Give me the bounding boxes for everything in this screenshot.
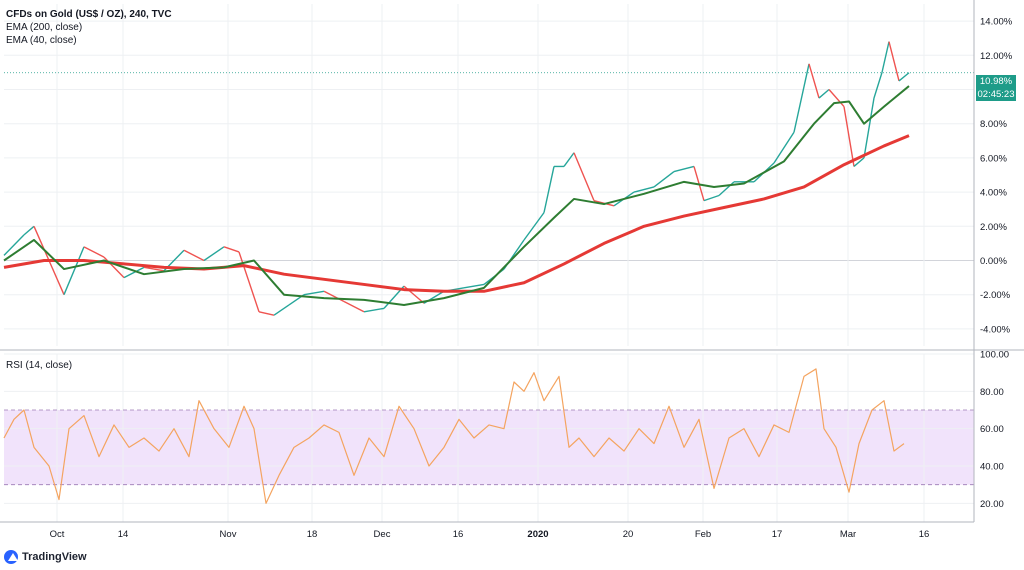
- price-segment: [881, 41, 890, 73]
- rsi-tick-label: 60.00: [980, 424, 1004, 435]
- price-tick-label: 0.00%: [980, 256, 1007, 267]
- price-tick-label: 14.00%: [980, 17, 1013, 28]
- price-segment: [33, 226, 50, 261]
- price-segment: [143, 266, 165, 272]
- price-segment: [673, 165, 695, 173]
- main-pane: [3, 4, 974, 346]
- bar-countdown-tag: 02:45:23: [976, 88, 1016, 101]
- time-tick-label: Dec: [374, 529, 391, 540]
- price-segment: [793, 63, 810, 133]
- rsi-tick-label: 40.00: [980, 462, 1004, 473]
- last-price-tag: 10.98%: [976, 75, 1016, 88]
- price-segment: [103, 256, 125, 279]
- price-segment: [543, 166, 555, 213]
- price-segment: [83, 246, 105, 258]
- rsi-tick-label: 20.00: [980, 499, 1004, 510]
- price-segment: [3, 234, 25, 256]
- price-segment: [343, 300, 365, 313]
- price-segment: [463, 283, 485, 289]
- price-segment: [633, 186, 655, 193]
- main-grid: [4, 4, 974, 346]
- price-segment: [828, 89, 845, 108]
- time-tick-label: 16: [453, 529, 464, 540]
- time-tick-label: 18: [307, 529, 318, 540]
- price-segment: [808, 63, 820, 99]
- price-segment: [363, 307, 385, 313]
- time-tick-label: 16: [919, 529, 930, 540]
- price-segment: [203, 246, 225, 262]
- time-tick-label: Feb: [695, 529, 711, 540]
- price-tick-label: 6.00%: [980, 153, 1007, 164]
- price-segment: [818, 88, 830, 99]
- price-segment: [873, 72, 883, 99]
- price-segment: [523, 212, 545, 241]
- price-segment: [898, 72, 910, 82]
- price-segment: [238, 251, 260, 313]
- price-segment: [703, 194, 720, 202]
- rsi-line: [3, 368, 905, 504]
- ema40-legend: EMA (40, close): [6, 35, 77, 46]
- price-segment: [773, 131, 795, 164]
- rsi-series: [3, 368, 905, 504]
- price-tick-label: 8.00%: [980, 119, 1007, 130]
- main-price-axis[interactable]: 14.00%12.00%10.00%8.00%6.00%4.00%2.00%0.…: [980, 17, 1013, 336]
- time-tick-label: Nov: [220, 529, 237, 540]
- time-axis[interactable]: Oct 14 Nov 18 Dec 16 2020 20 Feb 17 Mar 16: [50, 529, 930, 540]
- rsi-tick-label: 80.00: [980, 387, 1004, 398]
- price-tick-label: -4.00%: [980, 324, 1011, 335]
- ema200-legend: EMA (200, close): [6, 22, 83, 33]
- price-segment: [863, 97, 875, 159]
- price-segment: [63, 246, 85, 295]
- price-segment: [48, 260, 65, 295]
- price-segment: [853, 157, 865, 167]
- price-segment: [843, 106, 855, 167]
- tradingview-logo-icon: [4, 550, 18, 564]
- price-tick-label: 2.00%: [980, 222, 1007, 233]
- tradingview-logo-text: TradingView: [22, 551, 87, 563]
- time-tick-label: 14: [118, 529, 129, 540]
- ema40-line: [3, 85, 910, 306]
- price-tick-label: 12.00%: [980, 51, 1013, 62]
- main-series: [3, 41, 910, 316]
- chart-legend: CFDs on Gold (US$ / OZ), 240, TVC EMA (2…: [6, 8, 172, 47]
- time-tick-label: Mar: [840, 529, 856, 540]
- symbol-title: CFDs on Gold (US$ / OZ), 240, TVC: [6, 9, 172, 20]
- time-tick-label: Oct: [50, 529, 65, 540]
- price-segment: [183, 249, 205, 262]
- price-segment: [888, 41, 900, 82]
- time-tick-label: 17: [772, 529, 783, 540]
- rsi-grid: [4, 353, 974, 522]
- price-segment: [123, 266, 145, 279]
- rsi-pane: [3, 353, 974, 522]
- rsi-tick-label: 100.00: [980, 350, 1009, 361]
- time-tick-label: 20: [623, 529, 634, 540]
- price-segment: [563, 152, 575, 167]
- price-segment: [273, 304, 290, 316]
- tradingview-logo[interactable]: TradingView: [4, 550, 87, 564]
- price-tick-label: -2.00%: [980, 290, 1011, 301]
- ema200-line: [3, 134, 910, 293]
- price-segment: [573, 152, 595, 201]
- price-segment: [23, 225, 35, 236]
- rsi-value-axis[interactable]: 100.00 80.00 60.00 40.00 20.00: [980, 350, 1009, 510]
- price-segment: [303, 290, 325, 296]
- price-segment: [258, 311, 275, 316]
- price-segment: [653, 171, 675, 188]
- price-tick-label: 4.00%: [980, 188, 1007, 199]
- rsi-overbought-oversold-band: [4, 410, 974, 485]
- rsi-legend: RSI (14, close): [6, 360, 73, 371]
- price-segment: [223, 246, 240, 253]
- time-tick-label: 2020: [527, 529, 548, 540]
